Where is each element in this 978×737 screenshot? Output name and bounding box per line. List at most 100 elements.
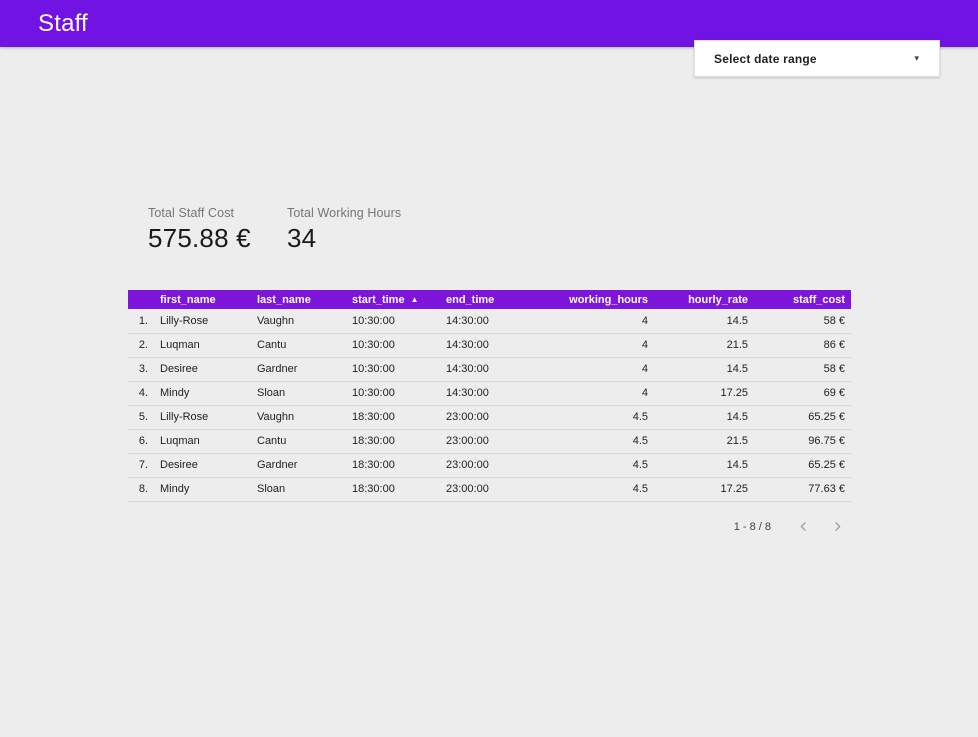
column-header-last-name[interactable]: last_name [257,290,352,309]
chevron-right-icon [834,522,840,531]
staff-cost-cell: 65.25 € [748,405,851,430]
working-hours-cell: 4.5 [551,405,648,430]
first-name-cell: Mindy [160,381,257,406]
staff-cost-cell: 96.75 € [748,429,851,454]
hourly-rate-cell: 14.5 [648,357,748,382]
next-page-button[interactable] [825,515,849,539]
first-name-cell: Lilly-Rose [160,405,257,430]
last-name-cell: Sloan [257,477,352,502]
working-hours-cell: 4 [551,309,648,334]
first-name-cell: Desiree [160,453,257,478]
scorecard-value: 34 [287,223,317,253]
hourly-rate-cell: 14.5 [648,405,748,430]
date-range-label: Select date range [714,51,817,66]
end-time-cell: 14:30:00 [446,381,551,406]
page-title: Staff [38,9,88,37]
column-header-start-time[interactable]: start_time ▲ [352,290,446,309]
start-time-cell: 10:30:00 [352,381,446,406]
sort-ascending-icon: ▲ [410,294,419,304]
staff-cost-cell: 86 € [748,333,851,358]
scorecard-value: 575.88 € [148,223,251,253]
row-number-cell: 7. [128,453,160,478]
column-header-row-number [128,290,160,309]
working-hours-cell: 4 [551,357,648,382]
row-number-cell: 6. [128,429,160,454]
staff-cost-cell: 77.63 € [748,477,851,502]
first-name-cell: Mindy [160,477,257,502]
start-time-cell: 18:30:00 [352,453,446,478]
table-pagination: 1 - 8 / 8 [128,515,851,539]
last-name-cell: Vaughn [257,309,352,334]
caret-down-icon: ▾ [914,53,919,63]
last-name-cell: Vaughn [257,405,352,430]
table-header: first_name last_name start_time ▲ end_tim… [128,290,851,309]
table-row: 4. Mindy Sloan 10:30:00 14:30:00 4 17.25… [128,381,851,406]
end-time-cell: 23:00:00 [446,477,551,502]
column-header-first-name[interactable]: first_name [160,290,257,309]
table-body: 1. Lilly-Rose Vaughn 10:30:00 14:30:00 4… [128,309,851,502]
end-time-cell: 23:00:00 [446,429,551,454]
table-row: 7. Desiree Gardner 18:30:00 23:00:00 4.5… [128,453,851,478]
last-name-cell: Cantu [257,333,352,358]
row-number-cell: 8. [128,477,160,502]
start-time-cell: 18:30:00 [352,405,446,430]
working-hours-cell: 4 [551,381,648,406]
hourly-rate-cell: 14.5 [648,309,748,334]
hourly-rate-cell: 21.5 [648,333,748,358]
last-name-cell: Gardner [257,453,352,478]
app-bar: Staff [0,0,978,47]
row-number-cell: 2. [128,333,160,358]
end-time-cell: 23:00:00 [446,405,551,430]
date-range-control[interactable]: Select date range ▾ [694,40,940,77]
working-hours-cell: 4.5 [551,477,648,502]
table-row: 1. Lilly-Rose Vaughn 10:30:00 14:30:00 4… [128,309,851,334]
staff-cost-cell: 65.25 € [748,453,851,478]
column-header-end-time[interactable]: end_time [446,290,551,309]
hourly-rate-cell: 14.5 [648,453,748,478]
staff-cost-cell: 58 € [748,309,851,334]
start-time-cell: 10:30:00 [352,333,446,358]
column-header-staff-cost[interactable]: staff_cost [748,290,851,309]
table-row: 5. Lilly-Rose Vaughn 18:30:00 23:00:00 4… [128,405,851,430]
hourly-rate-cell: 21.5 [648,429,748,454]
start-time-cell: 10:30:00 [352,357,446,382]
table-row: 3. Desiree Gardner 10:30:00 14:30:00 4 1… [128,357,851,382]
working-hours-cell: 4.5 [551,429,648,454]
table-row: 8. Mindy Sloan 18:30:00 23:00:00 4.5 17.… [128,477,851,502]
column-header-working-hours[interactable]: working_hours [551,290,648,309]
table-row: 2. Luqman Cantu 10:30:00 14:30:00 4 21.5… [128,333,851,358]
previous-page-button[interactable] [791,515,815,539]
row-number-cell: 1. [128,309,160,334]
end-time-cell: 14:30:00 [446,309,551,334]
first-name-cell: Luqman [160,333,257,358]
hourly-rate-cell: 17.25 [648,381,748,406]
page-range-label: 1 - 8 / 8 [733,520,771,533]
scorecard-label: Total Working Hours [287,206,402,220]
scorecard-total-staff-cost: Total Staff Cost 575.88 € [148,206,251,254]
column-header-hourly-rate[interactable]: hourly_rate [648,290,748,309]
end-time-cell: 14:30:00 [446,357,551,382]
row-number-cell: 3. [128,357,160,382]
scorecard-label: Total Staff Cost [148,206,235,220]
end-time-cell: 23:00:00 [446,453,551,478]
row-number-cell: 5. [128,405,160,430]
hourly-rate-cell: 17.25 [648,477,748,502]
staff-cost-cell: 69 € [748,381,851,406]
chevron-left-icon [800,522,806,531]
scorecard-total-working-hours: Total Working Hours 34 [287,206,401,254]
start-time-cell: 18:30:00 [352,477,446,502]
end-time-cell: 14:30:00 [446,333,551,358]
working-hours-cell: 4 [551,333,648,358]
first-name-cell: Lilly-Rose [160,309,257,334]
row-number-cell: 4. [128,381,160,406]
last-name-cell: Sloan [257,381,352,406]
last-name-cell: Gardner [257,357,352,382]
working-hours-cell: 4.5 [551,453,648,478]
first-name-cell: Desiree [160,357,257,382]
staff-cost-cell: 58 € [748,357,851,382]
staff-table: first_name last_name start_time ▲ end_tim… [128,290,851,539]
first-name-cell: Luqman [160,429,257,454]
column-header-label: start_time [352,293,405,306]
start-time-cell: 10:30:00 [352,309,446,334]
